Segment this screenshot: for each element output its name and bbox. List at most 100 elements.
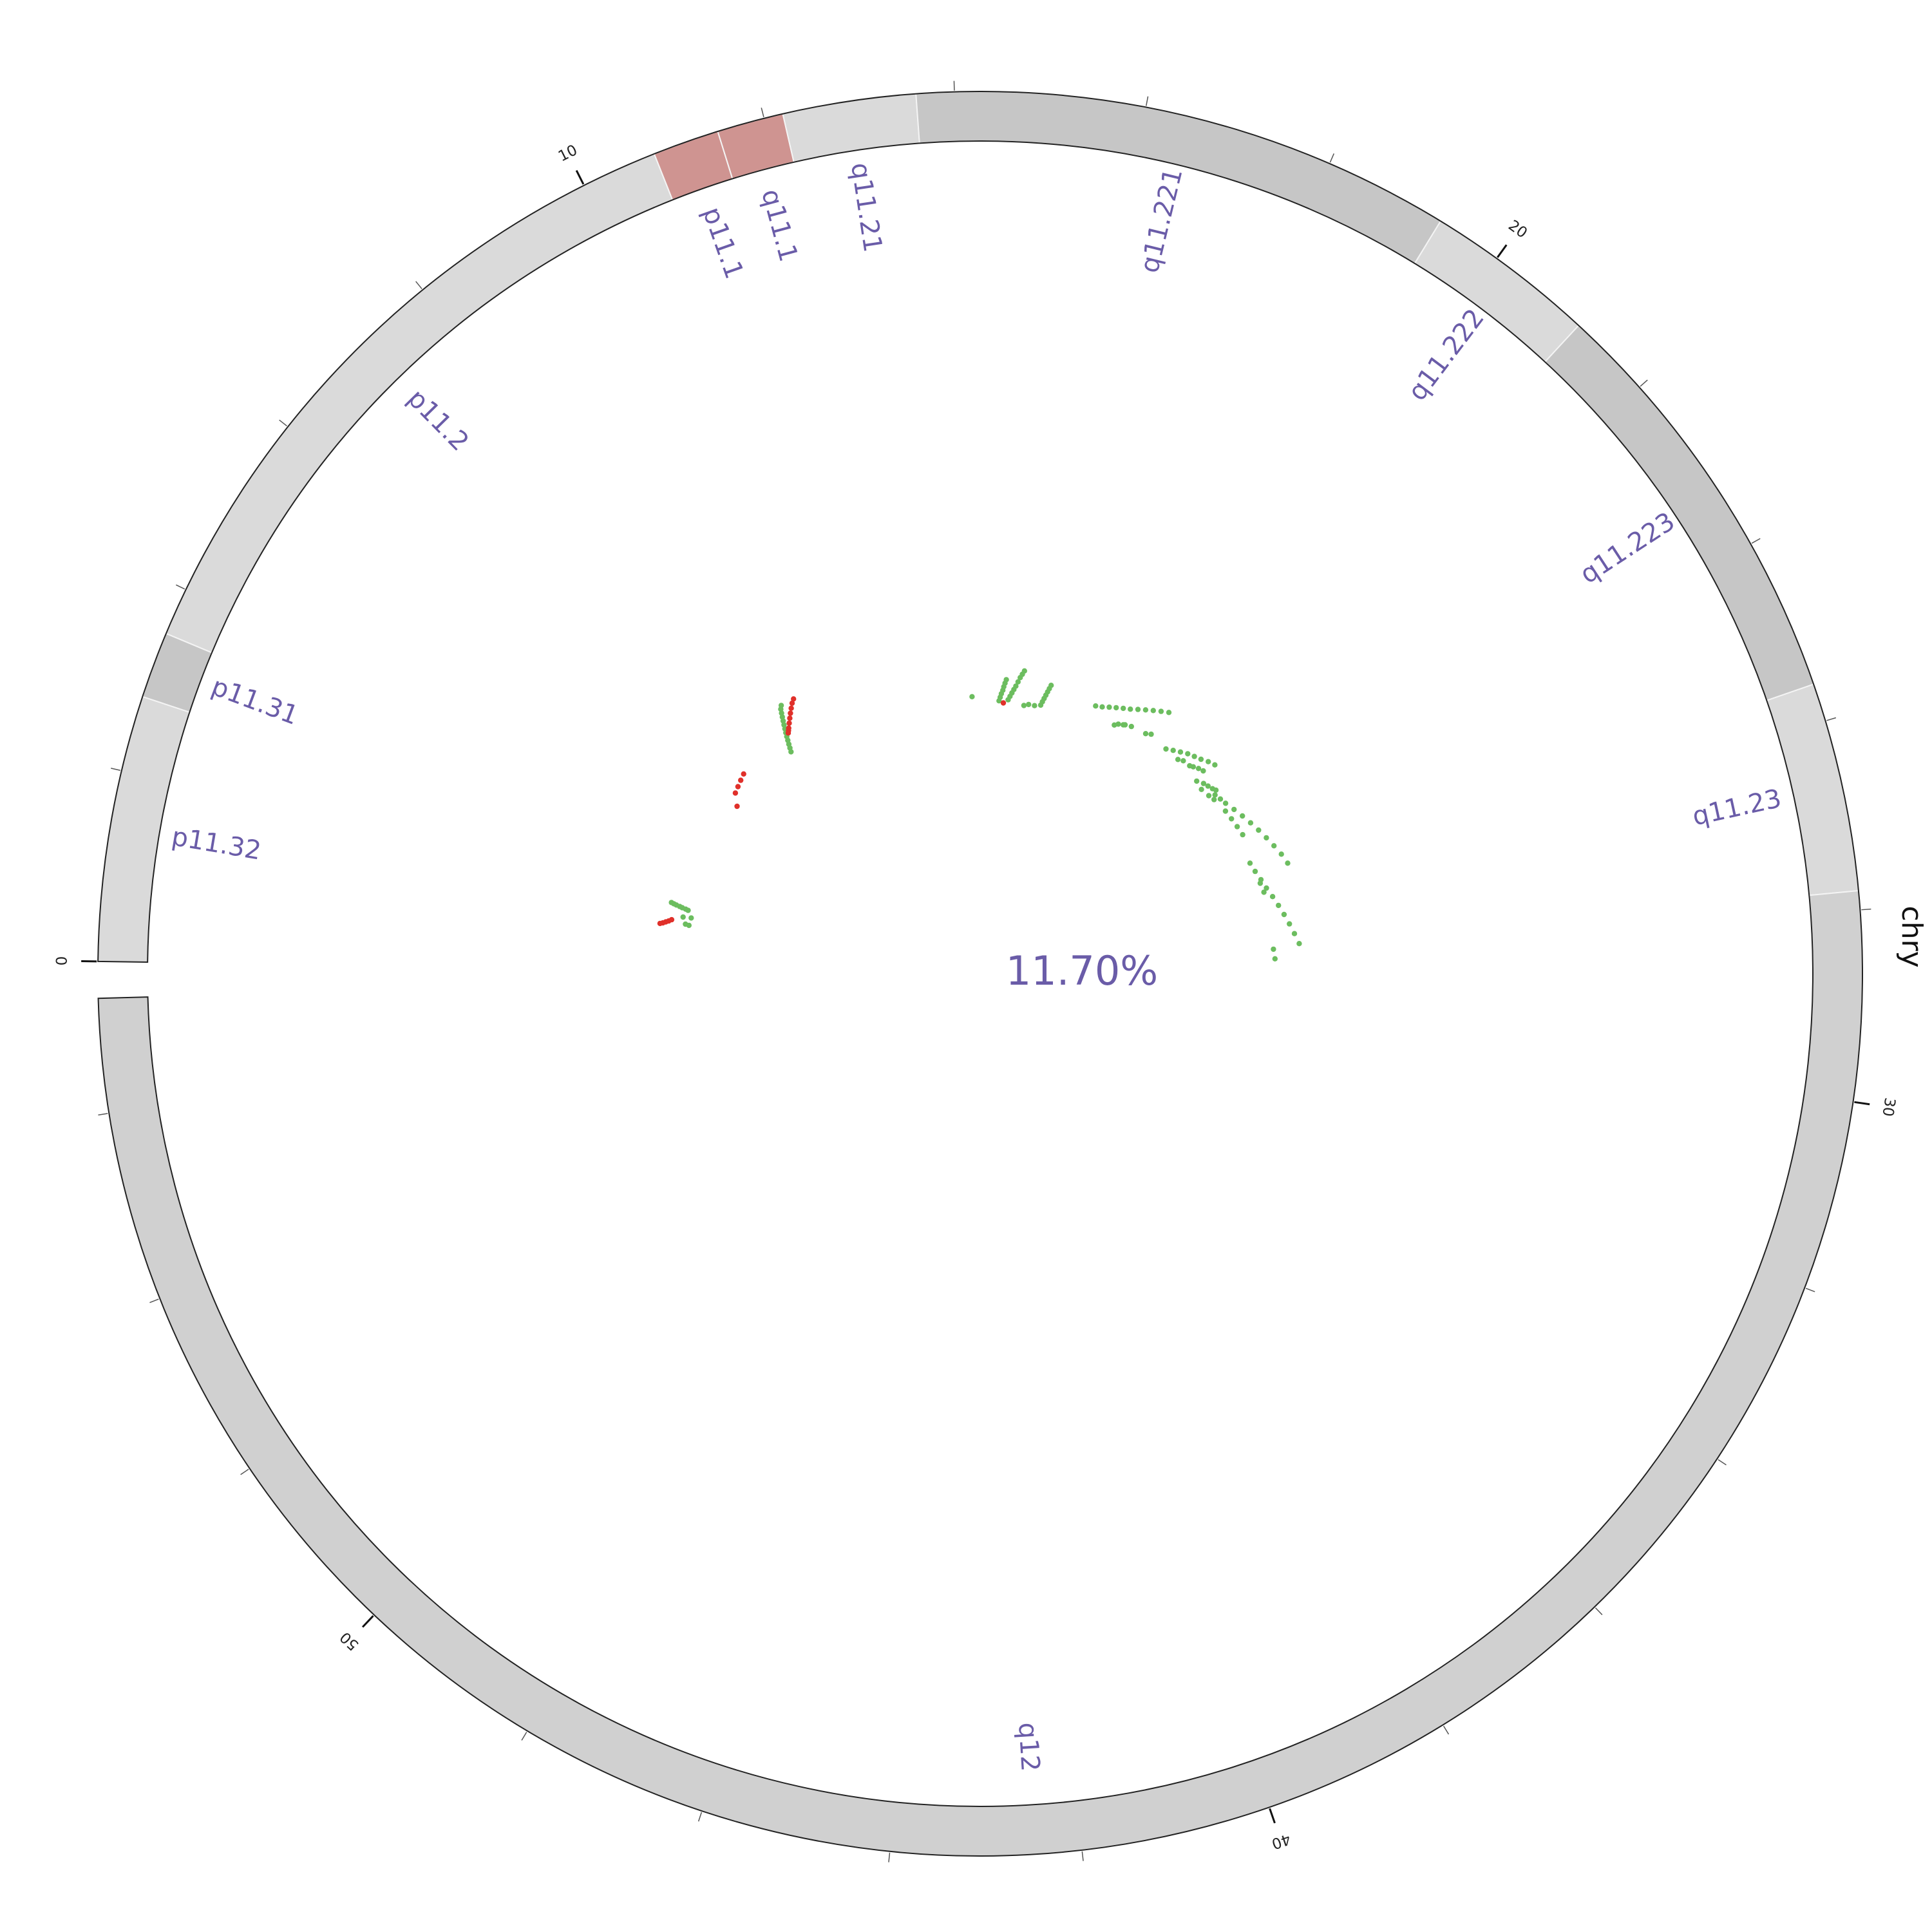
- ideogram-outline: [97, 91, 1863, 1857]
- data-point: [1217, 796, 1224, 802]
- data-point: [1191, 753, 1197, 759]
- major-tick: [1497, 244, 1508, 258]
- data-point: [1163, 746, 1169, 752]
- data-point: [1240, 831, 1245, 838]
- tick-label: 30: [1879, 1097, 1898, 1118]
- data-point: [1257, 880, 1264, 886]
- data-point: [1021, 703, 1027, 708]
- data-point: [1212, 792, 1218, 798]
- minor-tick: [761, 108, 764, 117]
- data-point: [786, 725, 791, 731]
- minor-tick: [1751, 538, 1761, 544]
- data-point: [786, 720, 792, 726]
- tick-label: 20: [1505, 217, 1530, 242]
- data-point: [1013, 683, 1019, 689]
- band-label-q11-223: q11.223: [1575, 507, 1681, 590]
- major-tick: [1269, 1808, 1276, 1824]
- data-point: [1099, 704, 1105, 710]
- data-point: [1272, 956, 1278, 962]
- minor-tick: [1081, 1851, 1084, 1861]
- minor-tick: [111, 768, 120, 772]
- data-point: [686, 922, 692, 929]
- band-q11-223: [1544, 324, 1815, 702]
- minor-tick: [176, 584, 185, 590]
- minor-tick: [1826, 717, 1837, 721]
- data-point: [732, 790, 739, 796]
- tick-label: 10: [556, 142, 580, 165]
- data-point: [1206, 759, 1211, 764]
- data-point: [1106, 704, 1112, 710]
- band-q11-1: [717, 113, 795, 180]
- data-point: [1198, 786, 1204, 793]
- data-point: [1135, 706, 1141, 712]
- data-point: [680, 914, 686, 920]
- data-point: [1148, 731, 1154, 737]
- data-point: [1271, 843, 1277, 849]
- band-q11-23: [1766, 683, 1860, 896]
- minor-tick: [1805, 1287, 1815, 1293]
- data-point: [1264, 885, 1269, 891]
- minor-tick: [240, 1468, 249, 1475]
- major-tick: [575, 169, 585, 185]
- data-point: [1296, 941, 1302, 947]
- band-label-p11-31: p11.31: [207, 672, 302, 731]
- data-point: [1000, 700, 1007, 706]
- center-percentage-label: 11.70%: [1006, 947, 1158, 994]
- data-point: [1211, 797, 1217, 802]
- data-point: [1032, 703, 1037, 708]
- data-point: [1003, 677, 1009, 683]
- data-point: [1113, 705, 1119, 711]
- data-point: [1234, 824, 1240, 829]
- tick-label: 0: [54, 956, 71, 966]
- tick-label: 40: [1269, 1830, 1293, 1852]
- data-point: [685, 907, 691, 913]
- data-point: [1287, 921, 1293, 927]
- band-q12: [97, 889, 1863, 1857]
- data-point: [1222, 808, 1229, 814]
- band-labels: p11.32 p11.31 p11.2 p11.1 q11.1 q11.21 q11.221…: [169, 160, 1784, 1772]
- data-point: [1281, 911, 1287, 918]
- data-point: [1180, 758, 1186, 764]
- data-point: [1158, 708, 1164, 714]
- data-point: [1142, 731, 1149, 737]
- data-point: [1166, 710, 1172, 715]
- data-point: [791, 696, 797, 702]
- data-point: [1205, 783, 1211, 789]
- scatter-points: [657, 668, 1302, 962]
- band-label-p11-1: p11.1: [697, 204, 750, 283]
- data-point: [1247, 820, 1254, 826]
- data-point: [1291, 931, 1298, 936]
- data-point: [735, 784, 741, 790]
- data-point: [688, 915, 694, 921]
- data-point: [1240, 813, 1245, 819]
- data-point: [787, 715, 793, 721]
- data-point: [1015, 679, 1021, 685]
- data-point: [1222, 800, 1229, 806]
- minor-tick: [521, 1732, 527, 1741]
- data-point: [741, 771, 746, 777]
- data-point: [1170, 748, 1176, 753]
- band-label-q11-222: q11.222: [1403, 303, 1490, 406]
- band-label-q11-23: q11.23: [1690, 784, 1784, 832]
- data-point: [1048, 683, 1054, 688]
- data-point: [1128, 723, 1135, 730]
- data-point: [1128, 706, 1133, 712]
- data-point: [1198, 756, 1204, 762]
- data-point: [1247, 860, 1253, 866]
- data-point: [1150, 708, 1157, 714]
- ideogram-bands: [97, 91, 1863, 1857]
- data-point: [1278, 851, 1284, 857]
- data-point: [969, 694, 975, 700]
- data-point: [1195, 766, 1202, 772]
- band-label-q11-21: q11.21: [845, 160, 887, 254]
- data-point: [1206, 793, 1212, 799]
- data-point: [1175, 757, 1181, 762]
- data-point: [1177, 749, 1184, 755]
- minor-tick: [279, 419, 287, 427]
- minor-tick: [1861, 908, 1871, 911]
- data-point: [1142, 707, 1149, 713]
- data-point: [789, 700, 795, 706]
- data-point: [1276, 902, 1282, 909]
- data-point: [1021, 668, 1028, 674]
